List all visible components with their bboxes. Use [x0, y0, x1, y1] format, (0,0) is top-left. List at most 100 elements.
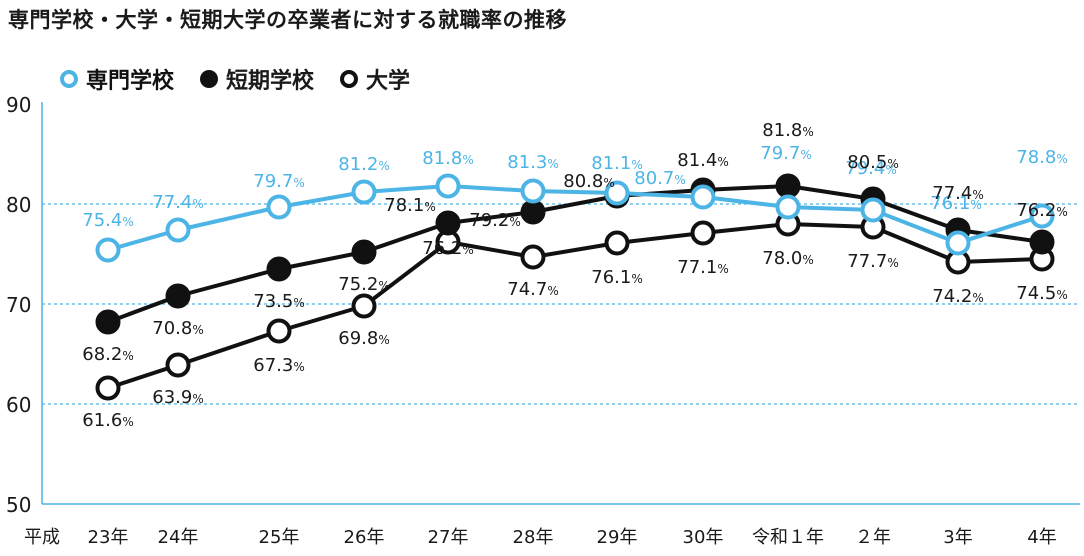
legend-marker-daigaku: [340, 70, 359, 88]
data-label-unit: %: [509, 215, 520, 229]
data-point-tanki: [775, 173, 801, 199]
y-tick-label-60: 60: [6, 393, 31, 417]
data-label-daigaku: 76.2%: [422, 238, 473, 259]
data-label-unit: %: [1056, 205, 1067, 219]
data-point-tanki: [1029, 229, 1055, 255]
data-point-tanki: [95, 309, 121, 335]
data-label-unit: %: [887, 157, 898, 171]
data-label-senmon: 81.8%: [422, 148, 473, 169]
data-point-daigaku: [351, 293, 377, 319]
data-point-senmon: [690, 184, 716, 210]
data-label-unit: %: [293, 176, 304, 190]
data-label-senmon: 79.7%: [253, 171, 304, 192]
data-label-senmon: 78.8%: [1016, 147, 1067, 168]
data-label-unit: %: [378, 333, 389, 347]
legend-item-daigaku: 大学: [340, 63, 410, 95]
x-tick-label: 30年: [683, 527, 724, 548]
x-tick-label: 28年: [513, 527, 554, 548]
data-point-senmon: [775, 194, 801, 220]
data-label-senmon: 77.4%: [152, 192, 203, 213]
data-label-senmon: 81.2%: [338, 154, 389, 175]
y-tick-label-50: 50: [6, 493, 31, 517]
chart-title: 専門学校・大学・短期大学の卒業者に対する就職率の推移: [8, 8, 567, 32]
data-label-unit: %: [631, 158, 642, 172]
data-label-unit: %: [192, 323, 203, 337]
data-label-unit: %: [717, 262, 728, 276]
data-label-unit: %: [800, 148, 811, 162]
data-label-daigaku: 69.8%: [338, 328, 389, 349]
data-label-unit: %: [717, 155, 728, 169]
data-label-unit: %: [547, 157, 558, 171]
series-line-tanki: [107, 184, 1043, 324]
data-label-unit: %: [122, 415, 133, 429]
data-label-senmon: 81.1%: [591, 153, 642, 174]
x-tick-label: 27年: [428, 527, 469, 548]
data-label-unit: %: [970, 198, 981, 212]
data-point-tanki: [520, 199, 546, 225]
data-label-tanki: 73.5%: [253, 291, 304, 312]
data-label-unit: %: [674, 173, 685, 187]
data-label-senmon: 79.4%: [845, 158, 896, 179]
data-label-unit: %: [293, 296, 304, 310]
legend: 専門学校 短期学校 大学: [60, 62, 436, 96]
data-point-daigaku: [165, 352, 191, 378]
data-label-unit: %: [547, 284, 558, 298]
data-point-senmon: [860, 197, 886, 223]
x-tick-label: 4年: [1027, 527, 1056, 548]
data-point-tanki: [266, 256, 292, 282]
series-line-daigaku: [107, 222, 1043, 390]
data-point-senmon: [165, 217, 191, 243]
data-label-unit: %: [1056, 288, 1067, 302]
data-point-daigaku: [604, 230, 630, 256]
data-label-tanki: 80.8%: [563, 171, 614, 192]
data-label-unit: %: [887, 256, 898, 270]
data-label-unit: %: [972, 291, 983, 305]
data-label-daigaku: 63.9%: [152, 387, 203, 408]
x-tick-label: 29年: [597, 527, 638, 548]
data-label-tanki: 77.4%: [932, 183, 983, 204]
x-tick-label: 25年: [259, 527, 300, 548]
y-tick-label-90: 90: [6, 93, 31, 117]
data-label-unit: %: [462, 153, 473, 167]
data-label-daigaku: 67.3%: [253, 355, 304, 376]
legend-label-tanki: 短期学校: [226, 69, 315, 94]
data-label-unit: %: [1056, 152, 1067, 166]
data-label-unit: %: [424, 200, 435, 214]
x-tick-label: ２年: [855, 527, 891, 548]
data-label-unit: %: [462, 243, 473, 257]
data-label-senmon: 75.4%: [82, 210, 133, 231]
series-line-senmon: [107, 184, 1043, 252]
x-tick-label: 26年: [344, 527, 385, 548]
legend-item-senmon: 専門学校: [60, 63, 174, 95]
data-label-unit: %: [122, 349, 133, 363]
data-label-unit: %: [192, 392, 203, 406]
data-label-senmon: 79.7%: [760, 143, 811, 164]
x-tick-label: 23年: [88, 527, 129, 548]
data-label-daigaku: 76.1%: [591, 267, 642, 288]
data-label-unit: %: [122, 215, 133, 229]
data-label-daigaku: 77.7%: [847, 251, 898, 272]
data-point-tanki: [351, 239, 377, 265]
data-label-unit: %: [293, 360, 304, 374]
data-label-daigaku: 77.1%: [677, 257, 728, 278]
legend-item-tanki: 短期学校: [200, 63, 314, 95]
data-label-unit: %: [192, 197, 203, 211]
data-label-unit: %: [603, 176, 614, 190]
data-label-unit: %: [972, 188, 983, 202]
data-label-unit: %: [802, 253, 813, 267]
data-point-senmon: [945, 230, 971, 256]
legend-label-daigaku: 大学: [366, 69, 411, 94]
x-tick-label: 3年: [943, 527, 972, 548]
data-label-unit: %: [631, 272, 642, 286]
legend-label-senmon: 専門学校: [86, 69, 175, 94]
data-label-unit: %: [885, 163, 896, 177]
data-label-daigaku: 74.5%: [1016, 283, 1067, 304]
data-label-unit: %: [378, 279, 389, 293]
data-point-daigaku: [520, 244, 546, 270]
data-label-tanki: 81.4%: [677, 150, 728, 171]
data-point-senmon: [604, 180, 630, 206]
data-point-daigaku: [690, 220, 716, 246]
data-point-daigaku: [266, 318, 292, 344]
data-label-daigaku: 74.7%: [507, 279, 558, 300]
